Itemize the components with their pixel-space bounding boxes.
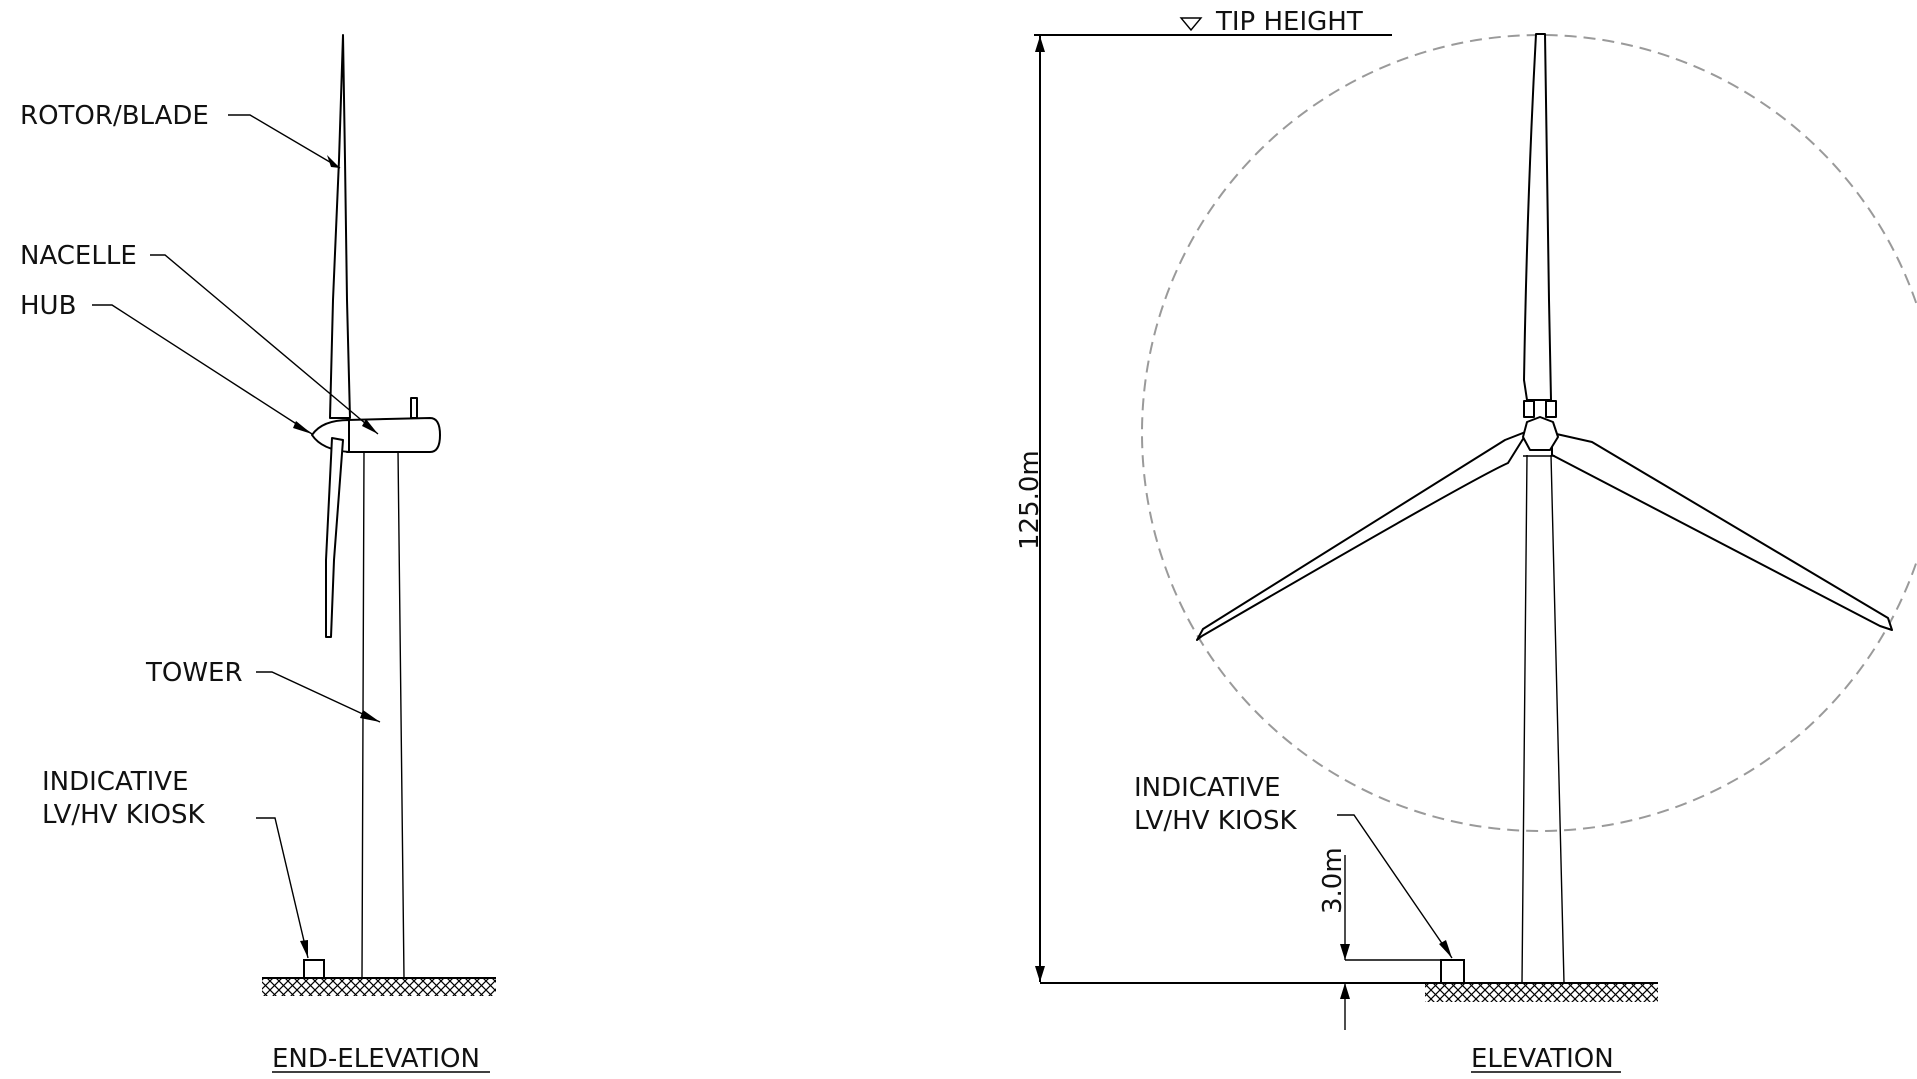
elevation-nacelle-left bbox=[1523, 400, 1535, 418]
arrow-tower bbox=[360, 710, 380, 722]
label-tower: TOWER bbox=[145, 658, 243, 688]
elevation-ground-hatch bbox=[1425, 984, 1658, 1002]
elevation-left-blade bbox=[1196, 430, 1529, 641]
leader-rotor-blade bbox=[228, 114, 341, 169]
leader-nacelle bbox=[150, 254, 379, 435]
end-kiosk bbox=[303, 959, 325, 979]
elevation-top-blade bbox=[1523, 33, 1552, 401]
kiosk-height-dimension-text: 3.0m bbox=[1318, 847, 1348, 914]
end-lower-blade bbox=[325, 437, 344, 638]
tip-height-arrow-bottom bbox=[1035, 966, 1045, 982]
arrow-nacelle bbox=[362, 419, 378, 434]
elevation-hub bbox=[1522, 416, 1559, 451]
elevation-kiosk bbox=[1440, 959, 1465, 984]
end-elevation-view: ROTOR/BLADE NACELLE HUB TOWER INDICATIVE… bbox=[20, 34, 496, 1074]
tip-height-label: TIP HEIGHT bbox=[1215, 7, 1363, 37]
arrow-elevation-kiosk bbox=[1439, 940, 1452, 958]
elevation-title: ELEVATION bbox=[1471, 1044, 1614, 1074]
elevation-view: TIP HEIGHT 125.0m 3.0m INDICATIVE LV/HV … bbox=[1015, 7, 1917, 1074]
elevation-right-blade bbox=[1551, 432, 1893, 631]
elevation-tower bbox=[1521, 454, 1565, 984]
tip-height-arrow-top bbox=[1035, 36, 1045, 52]
arrow-rotor-blade bbox=[327, 155, 340, 168]
leader-elevation-kiosk bbox=[1337, 814, 1453, 959]
kiosk-height-arrow-bottom bbox=[1340, 983, 1350, 999]
label-end-kiosk-line2: LV/HV KIOSK bbox=[42, 800, 205, 830]
label-nacelle: NACELLE bbox=[20, 241, 137, 271]
end-upper-blade bbox=[329, 34, 351, 419]
label-hub: HUB bbox=[20, 291, 76, 321]
end-nacelle bbox=[346, 417, 441, 453]
tip-height-dimension-text: 125.0m bbox=[1015, 450, 1045, 550]
label-rotor-blade: ROTOR/BLADE bbox=[20, 101, 209, 131]
end-ground-hatch bbox=[262, 979, 496, 996]
label-elevation-kiosk-line2: LV/HV KIOSK bbox=[1134, 806, 1297, 836]
end-elevation-title: END-ELEVATION bbox=[272, 1044, 480, 1074]
label-elevation-kiosk-line1: INDICATIVE bbox=[1134, 773, 1281, 803]
arrow-end-kiosk bbox=[300, 940, 308, 958]
kiosk-height-arrow-top bbox=[1340, 944, 1350, 960]
leader-tower bbox=[256, 671, 381, 723]
elevation-nacelle-right bbox=[1545, 400, 1557, 418]
leader-hub bbox=[92, 304, 313, 435]
label-end-kiosk-line1: INDICATIVE bbox=[42, 767, 189, 797]
tip-height-marker-icon bbox=[1179, 17, 1203, 32]
arrow-hub bbox=[293, 421, 312, 434]
leader-end-kiosk bbox=[256, 817, 309, 959]
end-nacelle-anemometer bbox=[410, 397, 418, 419]
